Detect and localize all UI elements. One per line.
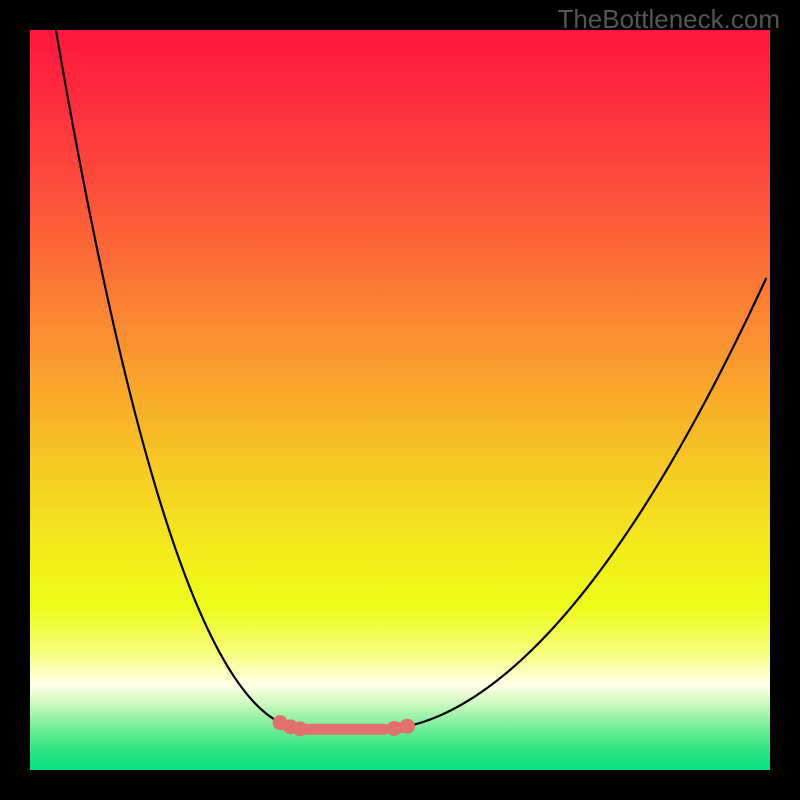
highlight-dot: [293, 721, 308, 736]
bottleneck-chart: [30, 30, 770, 770]
watermark-text: TheBottleneck.com: [557, 4, 780, 35]
highlight-dot: [387, 721, 402, 736]
gradient-background: [30, 30, 770, 770]
highlight-dot: [400, 719, 415, 734]
